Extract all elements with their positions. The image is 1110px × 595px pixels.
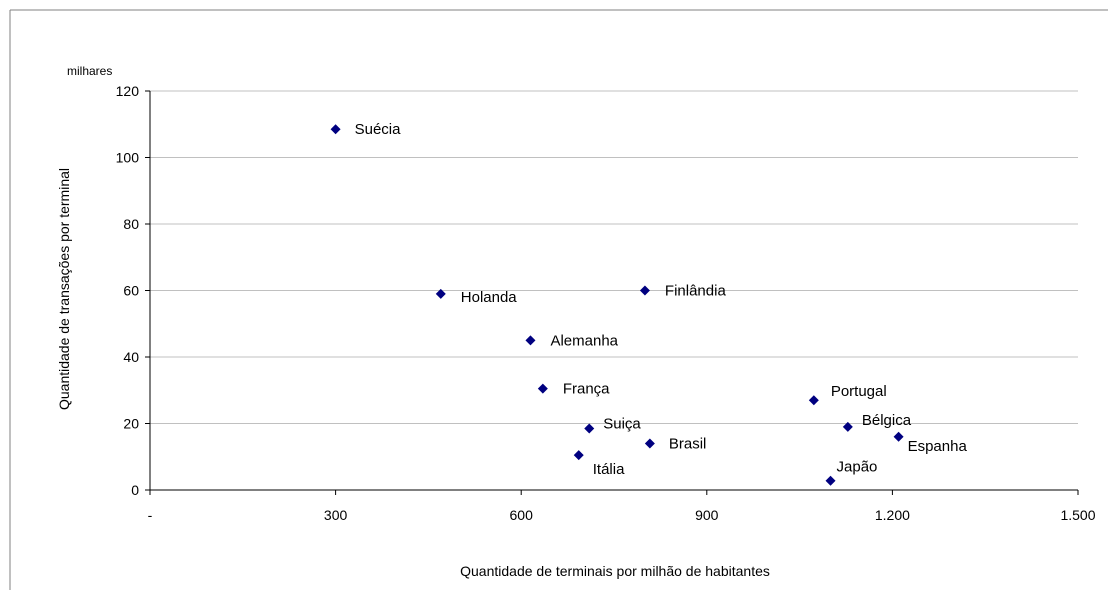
- data-point-label: Holanda: [461, 289, 518, 306]
- data-point-label: Portugal: [831, 383, 887, 400]
- y-tick-label: 80: [123, 216, 139, 232]
- data-point-label: Espanha: [908, 438, 968, 455]
- data-point-label: Brasil: [669, 435, 707, 452]
- data-point-label: Alemanha: [550, 332, 618, 349]
- data-point-marker: [584, 423, 595, 434]
- y-tick-label: 20: [123, 416, 139, 432]
- data-point-marker: [639, 285, 650, 296]
- unit-label: milhares: [67, 64, 112, 78]
- y-axis-title: Quantidade de transações por terminal: [56, 168, 72, 410]
- gridlines: [150, 90, 1078, 424]
- y-tick-label: 40: [123, 349, 139, 365]
- data-point-label: Suécia: [355, 121, 402, 138]
- axes: [145, 90, 1079, 495]
- data-point-marker: [808, 395, 819, 406]
- x-tick-label: 300: [324, 507, 348, 523]
- x-tick-label: 900: [695, 507, 719, 523]
- tick-labels: 0 20 40 60 80 100 120 - 300 600 900 1.200 1.500: [116, 83, 1096, 523]
- data-point-marker: [573, 450, 584, 461]
- data-point-label: Finlândia: [665, 283, 727, 300]
- data-point-label: Itália: [593, 461, 625, 478]
- data-point-marker: [825, 475, 836, 486]
- y-tick-label: 60: [123, 283, 139, 299]
- x-tick-label: -: [148, 507, 153, 523]
- data-point-marker: [525, 335, 536, 346]
- data-point-marker: [644, 438, 655, 449]
- data-point-marker: [435, 288, 446, 299]
- x-tick-label: 1.200: [875, 507, 910, 523]
- data-points: [330, 124, 904, 486]
- y-tick-label: 100: [116, 150, 140, 166]
- data-point-marker: [893, 431, 904, 442]
- data-point-label: Japão: [837, 459, 878, 476]
- data-point-marker: [842, 421, 853, 432]
- x-tick-label: 1.500: [1060, 507, 1095, 523]
- point-labels: Suécia Holanda Finlândia Alemanha França Suiç…: [355, 121, 968, 478]
- data-point-marker: [330, 124, 341, 135]
- data-point-label: Bélgica: [862, 412, 912, 429]
- x-tick-label: 600: [510, 507, 534, 523]
- data-point-marker: [537, 383, 548, 394]
- data-point-label: Suiça: [603, 415, 641, 432]
- data-point-label: França: [563, 381, 610, 398]
- y-tick-label: 0: [131, 482, 139, 498]
- x-axis-title: Quantidade de terminais por milhão de ha…: [460, 563, 770, 579]
- y-tick-label: 120: [116, 83, 140, 99]
